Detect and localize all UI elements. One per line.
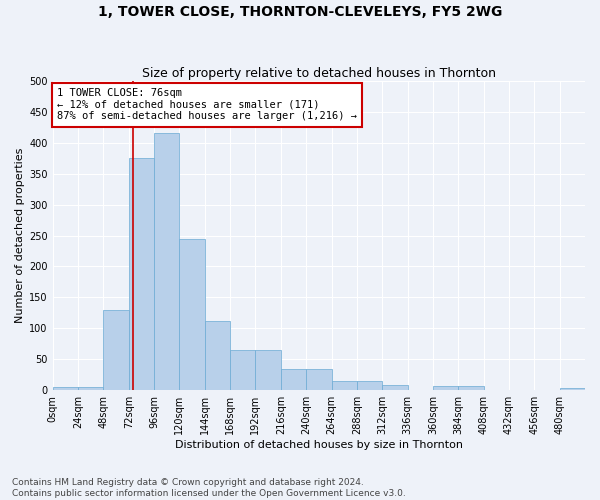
Bar [382, 386, 407, 390]
Bar [179, 238, 205, 390]
X-axis label: Distribution of detached houses by size in Thornton: Distribution of detached houses by size … [175, 440, 463, 450]
Title: Size of property relative to detached houses in Thornton: Size of property relative to detached ho… [142, 66, 496, 80]
Bar [458, 386, 484, 390]
Bar [281, 368, 306, 390]
Bar [230, 350, 256, 391]
Text: 1, TOWER CLOSE, THORNTON-CLEVELEYS, FY5 2WG: 1, TOWER CLOSE, THORNTON-CLEVELEYS, FY5 … [98, 5, 502, 19]
Bar [103, 310, 129, 390]
Bar [154, 134, 179, 390]
Bar [256, 350, 281, 391]
Y-axis label: Number of detached properties: Number of detached properties [15, 148, 25, 323]
Text: Contains HM Land Registry data © Crown copyright and database right 2024.
Contai: Contains HM Land Registry data © Crown c… [12, 478, 406, 498]
Bar [357, 381, 382, 390]
Text: 1 TOWER CLOSE: 76sqm
← 12% of detached houses are smaller (171)
87% of semi-deta: 1 TOWER CLOSE: 76sqm ← 12% of detached h… [57, 88, 357, 122]
Bar [306, 368, 332, 390]
Bar [433, 386, 458, 390]
Bar [78, 387, 103, 390]
Bar [129, 158, 154, 390]
Bar [332, 381, 357, 390]
Bar [53, 387, 78, 390]
Bar [560, 388, 585, 390]
Bar [205, 321, 230, 390]
